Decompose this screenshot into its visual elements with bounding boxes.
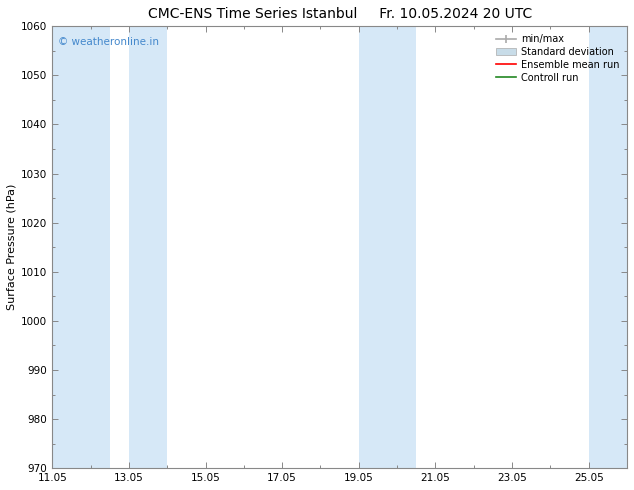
Bar (589, 26, 627, 468)
Title: CMC-ENS Time Series Istanbul     Fr. 10.05.2024 20 UTC: CMC-ENS Time Series Istanbul Fr. 10.05.2… (148, 7, 532, 21)
Y-axis label: Surface Pressure (hPa): Surface Pressure (hPa) (7, 184, 17, 311)
Bar (129, 26, 167, 468)
Legend: min/max, Standard deviation, Ensemble mean run, Controll run: min/max, Standard deviation, Ensemble me… (493, 31, 622, 86)
Text: © weatheronline.in: © weatheronline.in (58, 37, 159, 48)
Bar (359, 26, 417, 468)
Bar (52, 26, 110, 468)
